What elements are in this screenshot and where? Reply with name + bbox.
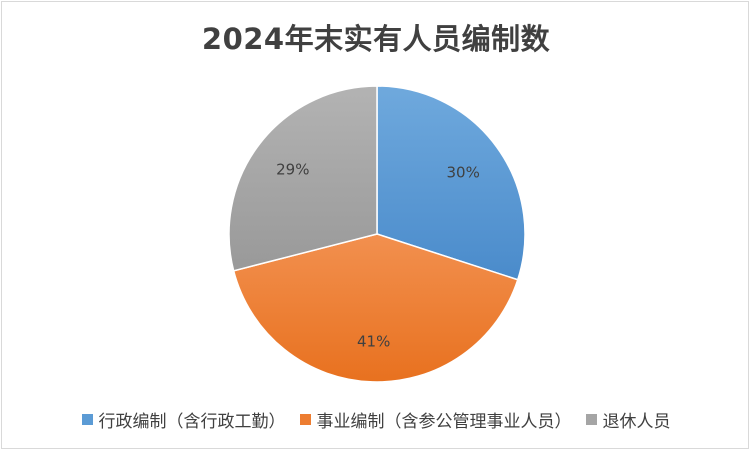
legend-item-institution: 事业编制（含参公管理事业人员） [299, 407, 572, 432]
pie-slice-retired [228, 85, 378, 272]
legend-swatch-retired [585, 414, 597, 425]
legend: 行政编制（含行政工勤） 事业编制（含参公管理事业人员） 退休人员 [2, 407, 750, 432]
legend-item-admin: 行政编制（含行政工勤） [81, 407, 286, 432]
pie-slice-institution [232, 233, 519, 383]
legend-label-institution: 事业编制（含参公管理事业人员） [316, 412, 572, 432]
data-label-admin: 30% [447, 163, 480, 181]
legend-swatch-admin [81, 414, 93, 425]
chart-title: 2024年末实有人员编制数 [201, 22, 551, 56]
legend-swatch-institution [299, 414, 311, 425]
legend-label-retired: 退休人员 [602, 412, 671, 432]
legend-label-admin: 行政编制（含行政工勤） [98, 412, 286, 432]
data-label-institution: 41% [357, 333, 390, 351]
pie-slice-admin [376, 85, 526, 281]
data-label-retired: 29% [276, 161, 309, 179]
legend-item-retired: 退休人员 [585, 407, 671, 432]
